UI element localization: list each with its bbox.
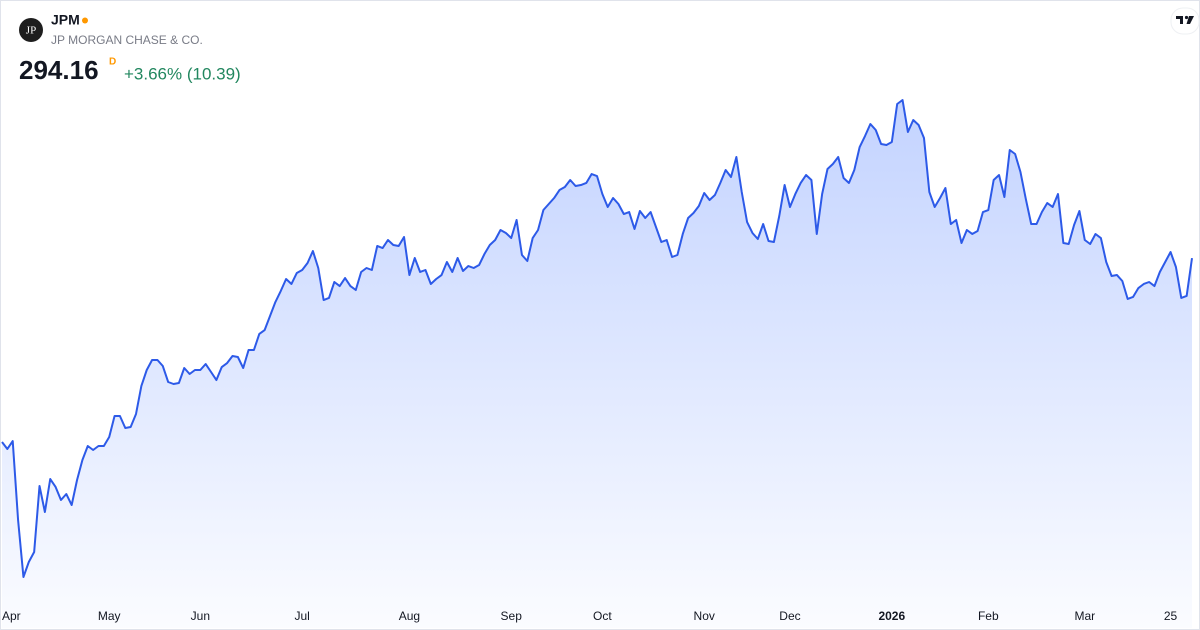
x-tick-label: Apr (2, 609, 21, 623)
plot: Apr May Jun Jul Aug Sep Oct Nov Dec 2026 Feb Mar 25 (1, 99, 1193, 628)
x-tick-label: 2026 (878, 609, 905, 623)
price-line (1, 99, 1193, 578)
price: 294.16 (19, 55, 99, 85)
logo-text: JP (26, 25, 36, 37)
status-dot (82, 17, 88, 24)
x-tick-label: Aug (399, 609, 420, 623)
tv-logo (1170, 7, 1200, 35)
interval: D (109, 57, 116, 68)
price-change: +3.66% (10.39) (124, 64, 241, 83)
area-fill (2, 100, 1192, 628)
logo (19, 18, 43, 42)
x-tick-label: 25 (1164, 609, 1178, 623)
x-tick-label: Feb (978, 609, 999, 623)
symbol: JPM (51, 12, 80, 28)
x-tick-label: Oct (593, 609, 612, 623)
x-tick-label: Jul (295, 609, 310, 623)
x-tick-label: May (98, 609, 121, 623)
x-tick-label: Dec (779, 609, 800, 623)
x-tick-label: Jun (191, 609, 210, 623)
x-tick-label: Sep (501, 609, 523, 623)
company-name: JP MORGAN CHASE & CO. (51, 33, 203, 47)
x-tick-label: Nov (694, 609, 715, 623)
x-tick-label: Mar (1074, 609, 1095, 623)
